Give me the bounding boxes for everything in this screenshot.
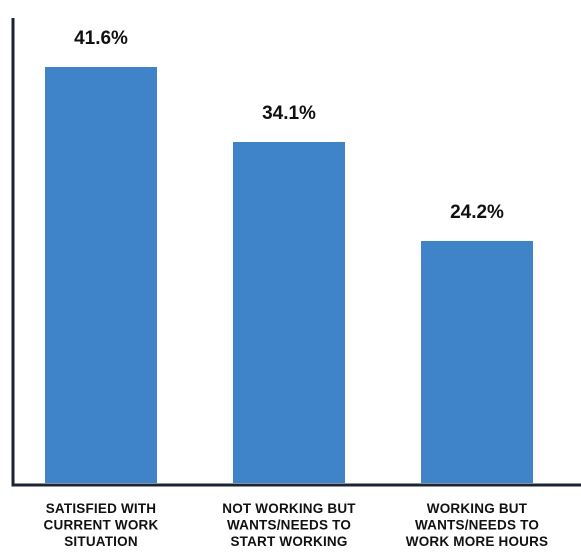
category-label-1-line-3: SITUATION bbox=[64, 534, 138, 549]
category-label-2-line-1: NOT WORKING BUT bbox=[222, 501, 356, 516]
bars-group bbox=[45, 67, 533, 483]
data-label-2: 34.1% bbox=[262, 103, 316, 124]
category-label-3-line-1: WORKING BUT bbox=[427, 501, 528, 516]
category-label-3-line-2: WANTS/NEEDS TO bbox=[415, 518, 539, 533]
category-label-1-line-2: CURRENT WORK bbox=[44, 518, 159, 533]
category-label-2-line-3: START WORKING bbox=[230, 534, 347, 549]
bar-3 bbox=[421, 241, 533, 483]
data-labels-group: 41.6% 34.1% 24.2% bbox=[74, 28, 504, 223]
category-label-3-line-3: WORK MORE HOURS bbox=[406, 534, 549, 549]
category-label-2-line-2: WANTS/NEEDS TO bbox=[227, 518, 351, 533]
category-label-1-line-1: SATISFIED WITH bbox=[46, 501, 157, 516]
bar-2 bbox=[233, 142, 345, 483]
data-label-3: 24.2% bbox=[450, 202, 504, 223]
data-label-1: 41.6% bbox=[74, 28, 128, 49]
bar-1 bbox=[45, 67, 157, 483]
